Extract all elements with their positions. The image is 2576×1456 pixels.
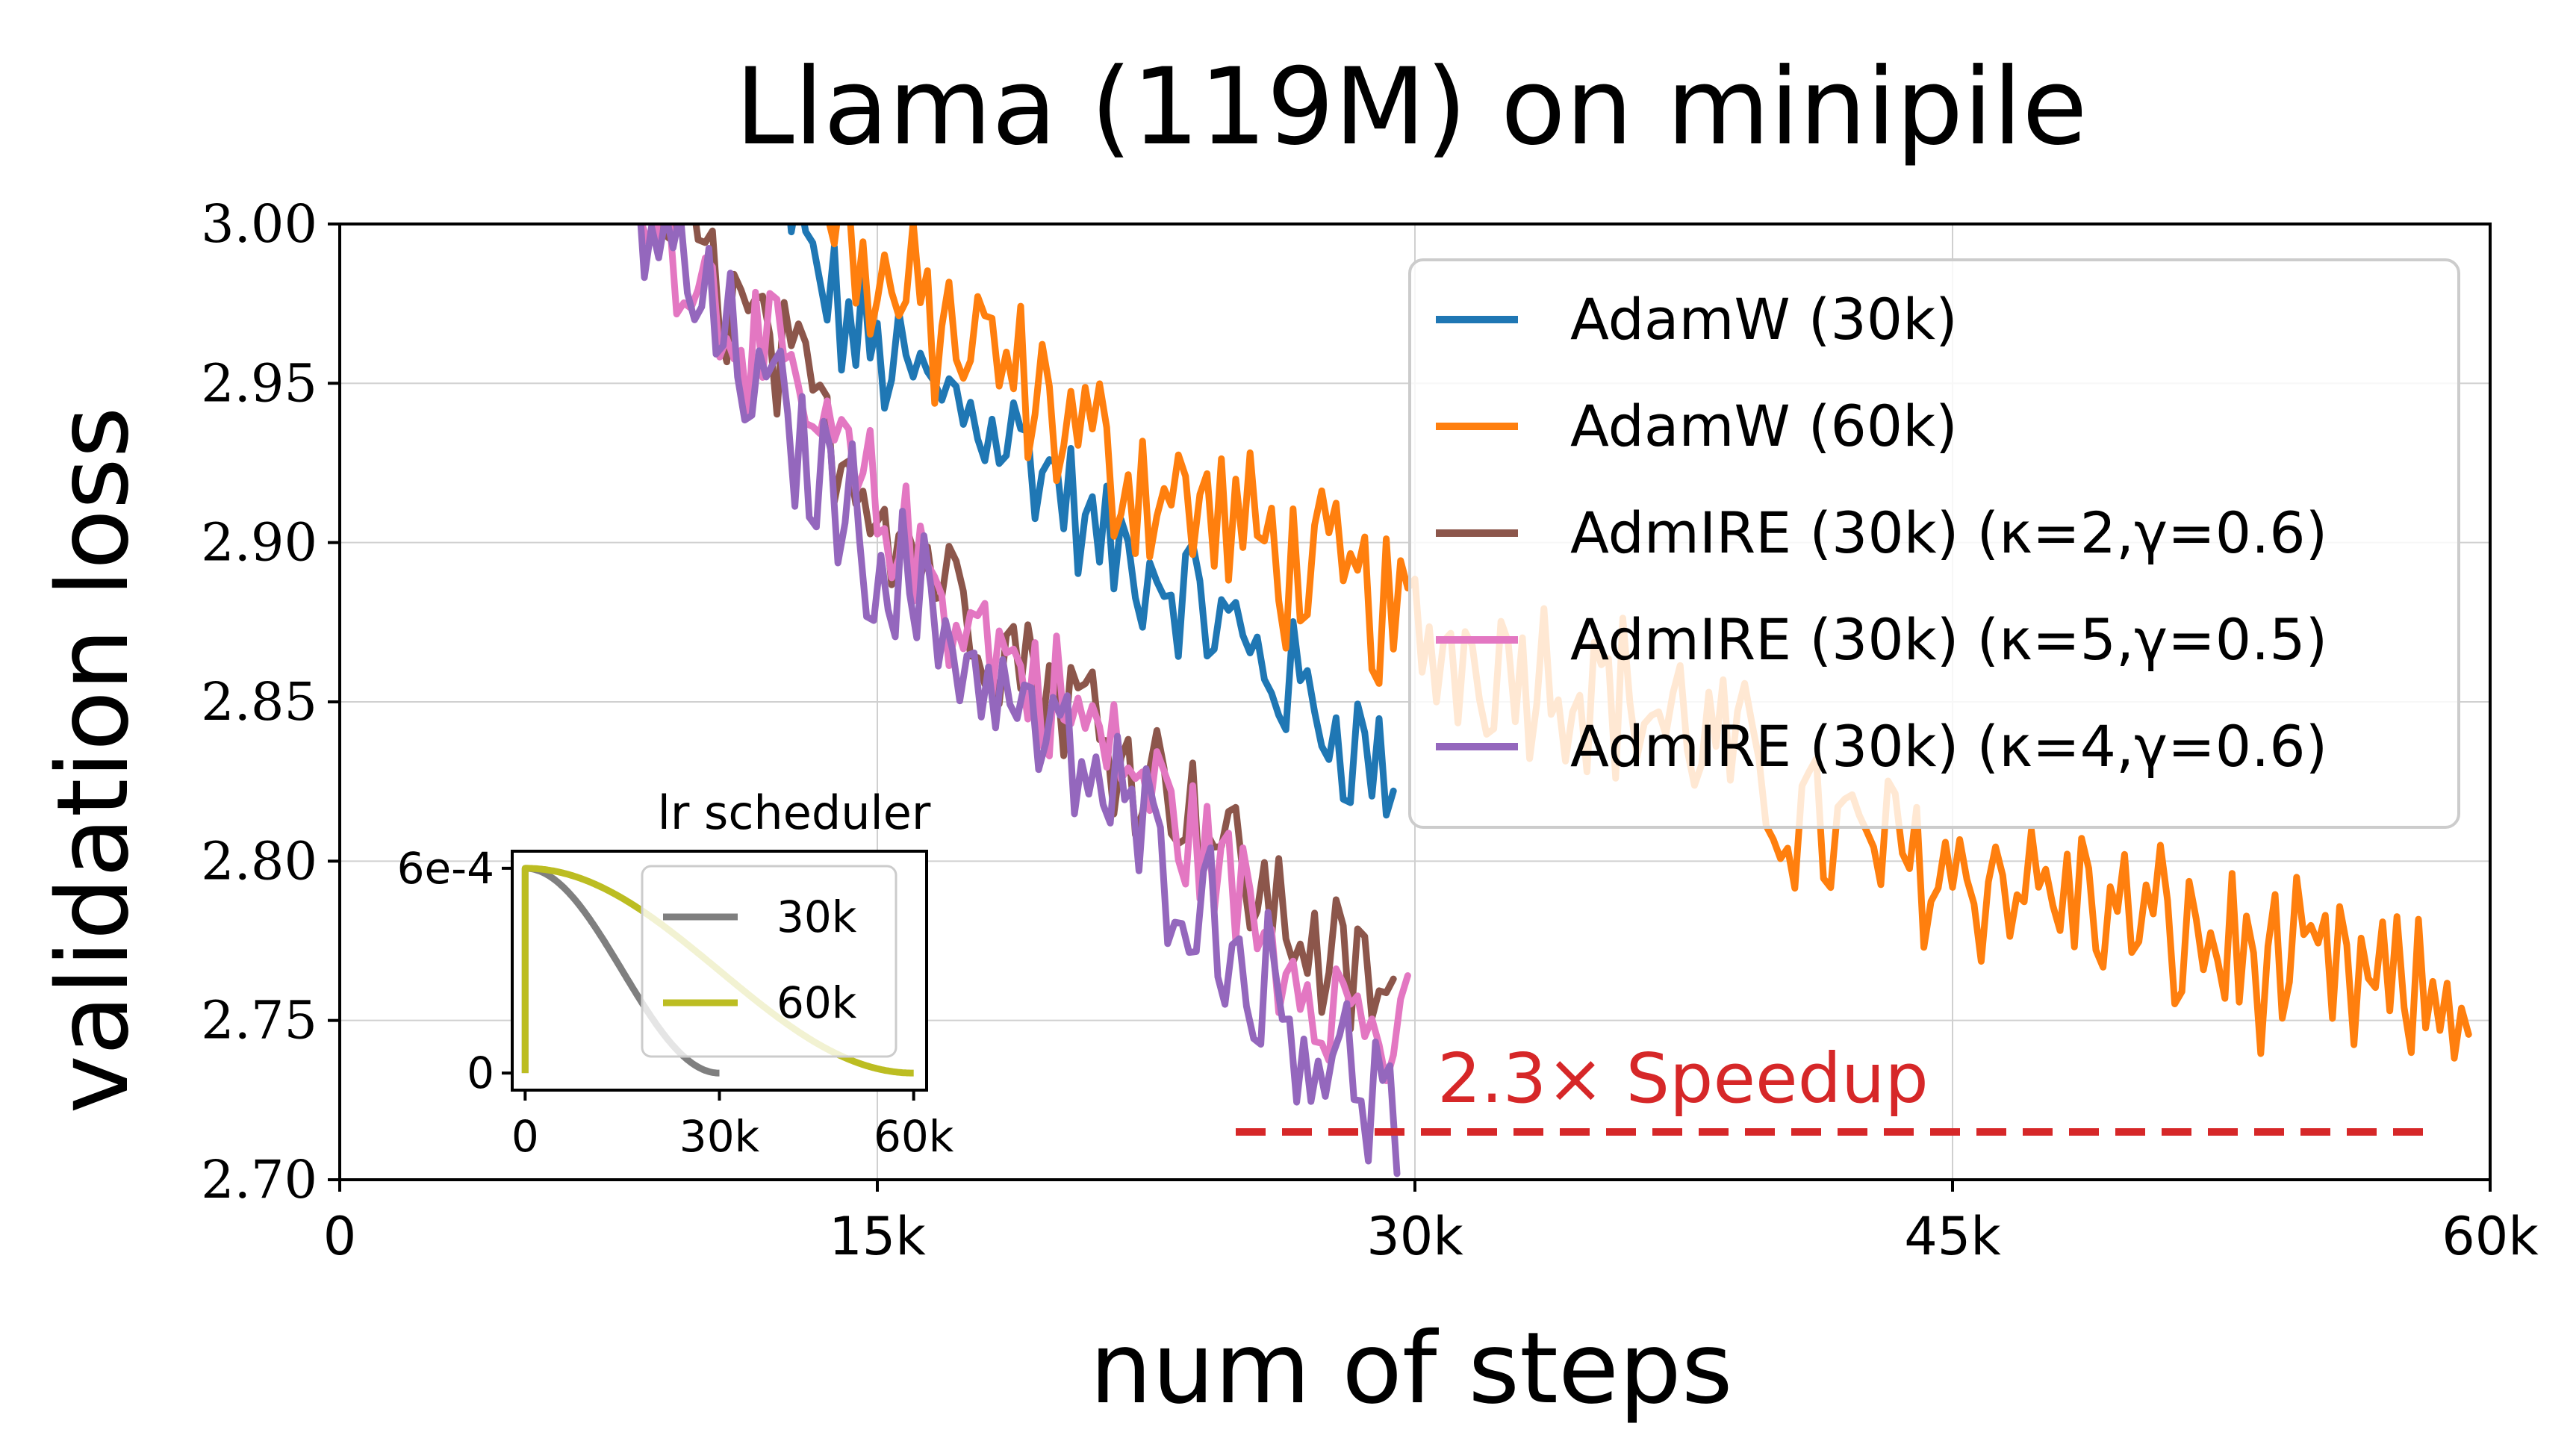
inset-title: lr scheduler xyxy=(658,785,931,840)
legend-box xyxy=(1408,258,2460,829)
inset-y-tick-label: 0 xyxy=(467,1048,494,1098)
x-tick-label: 45k xyxy=(1904,1206,2001,1267)
chart-title: Llama (119M) on minipile xyxy=(735,46,2087,169)
inset-x-tick-label: 0 xyxy=(511,1111,539,1162)
x-tick-label: 60k xyxy=(2442,1206,2539,1267)
legend-label: AdamW (30k) xyxy=(1570,286,1958,352)
y-tick-label: 2.85 xyxy=(201,671,317,732)
x-tick-label: 30k xyxy=(1366,1206,1463,1267)
axis-ticks: 2.70 2.75 2.80 2.85 2.90 2.95 3.00 0 15k 30k 45k 60… xyxy=(201,193,2539,1267)
y-tick-label: 3.00 xyxy=(201,193,317,255)
y-axis-label: validation loss xyxy=(36,407,151,1114)
legend-label: AdmIRE (30k) (κ=5,γ=0.5) xyxy=(1570,606,2327,673)
y-tick-label: 2.95 xyxy=(201,352,317,414)
annotation-layer: 2.3× Speedup xyxy=(1236,1039,2426,1136)
y-tick-label: 2.70 xyxy=(201,1149,317,1210)
y-tick-label: 2.80 xyxy=(201,830,317,892)
x-axis-label: num of steps xyxy=(1089,1311,1732,1426)
speedup-label: 2.3× Speedup xyxy=(1437,1039,1929,1119)
inset-legend-label: 30k xyxy=(777,892,857,942)
inset-legend-box xyxy=(641,865,897,1058)
inset-x-tick-label: 30k xyxy=(679,1111,760,1162)
inset-legend-label: 60k xyxy=(777,977,857,1028)
y-tick-label: 2.75 xyxy=(201,990,317,1051)
inset-y-tick-label: 6e-4 xyxy=(397,843,494,894)
legend-label: AdmIRE (30k) (κ=4,γ=0.6) xyxy=(1570,713,2327,780)
x-tick-label: 0 xyxy=(323,1206,357,1267)
legend-label: AdamW (60k) xyxy=(1570,393,1958,459)
y-tick-label: 2.90 xyxy=(201,512,317,573)
x-tick-label: 15k xyxy=(829,1206,926,1267)
series-line xyxy=(787,224,1397,819)
lr-scheduler-inset: 30k 60k lr scheduler 0 30k 60k 0 6e-4 xyxy=(397,785,954,1162)
inset-x-tick-label: 60k xyxy=(874,1111,954,1162)
inset-series-line xyxy=(521,865,721,1077)
legend: AdamW (30k) AdamW (60k) AdmIRE (30k) (κ=2,… xyxy=(1408,258,2460,829)
legend-label: AdmIRE (30k) (κ=2,γ=0.6) xyxy=(1570,500,2327,566)
series-line xyxy=(637,224,1401,1177)
